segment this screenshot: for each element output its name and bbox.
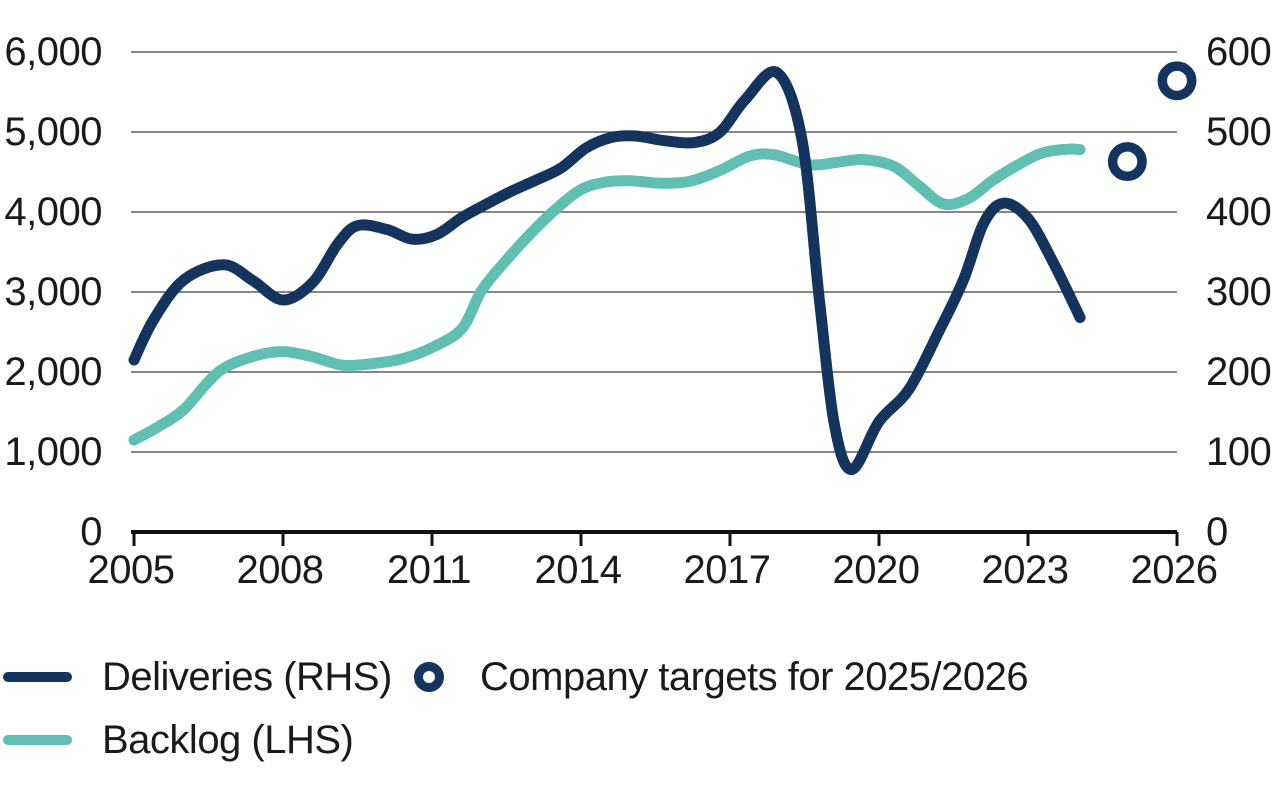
backlog-legend-label: Backlog (LHS) bbox=[102, 718, 354, 762]
y-axis-left-tick-label: 0 bbox=[80, 510, 102, 554]
series-lines bbox=[128, 66, 1086, 476]
y-axis-right-tick-label: 400 bbox=[1206, 190, 1272, 234]
y-axis-right-tick-label: 0 bbox=[1206, 510, 1228, 554]
x-axis bbox=[131, 530, 1179, 546]
y-axis-right-tick-label: 500 bbox=[1206, 110, 1272, 154]
x-axis-tick-label: 2023 bbox=[981, 548, 1069, 592]
y-axis-left-tick-label: 1,000 bbox=[4, 430, 102, 474]
company-target-marker bbox=[1107, 142, 1147, 182]
backlog-line bbox=[128, 143, 1086, 446]
y-axis-right-tick-label: 100 bbox=[1206, 430, 1272, 474]
backlog-legend-swatch bbox=[3, 735, 72, 745]
x-axis-tick-label: 2005 bbox=[87, 548, 175, 592]
x-axis-tick-label: 2020 bbox=[832, 548, 920, 592]
targets-legend-label: Company targets for 2025/2026 bbox=[480, 655, 1029, 699]
y-axis-right-tick-label: 200 bbox=[1206, 350, 1272, 394]
y-axis-right-tick-label: 300 bbox=[1206, 270, 1272, 314]
y-axis-left-tick-label: 3,000 bbox=[4, 270, 102, 314]
x-axis-tick-label: 2026 bbox=[1130, 548, 1218, 592]
y-axis-left-tick-label: 6,000 bbox=[4, 30, 102, 74]
x-axis-tick-label: 2011 bbox=[386, 548, 472, 592]
y-axis-right-tick-label: 600 bbox=[1206, 30, 1272, 74]
deliveries-legend-label: Deliveries (RHS) bbox=[102, 655, 392, 699]
deliveries-legend-swatch bbox=[3, 672, 72, 682]
deliveries-line bbox=[128, 66, 1086, 476]
y-axis-left-tick-label: 5,000 bbox=[4, 110, 102, 154]
gridlines bbox=[131, 51, 1177, 453]
x-axis-tick-label: 2014 bbox=[534, 548, 622, 592]
y-axis-left-tick-label: 2,000 bbox=[4, 350, 102, 394]
x-axis-tick-label: 2017 bbox=[683, 548, 771, 592]
target-markers bbox=[1107, 61, 1197, 182]
x-axis-tick-label: 2008 bbox=[236, 548, 324, 592]
legend: Deliveries (RHS) Company targets for 202… bbox=[0, 629, 1280, 799]
targets-legend-ring-icon bbox=[414, 662, 444, 692]
company-target-marker bbox=[1157, 61, 1197, 101]
y-axis-left-tick-label: 4,000 bbox=[4, 190, 102, 234]
